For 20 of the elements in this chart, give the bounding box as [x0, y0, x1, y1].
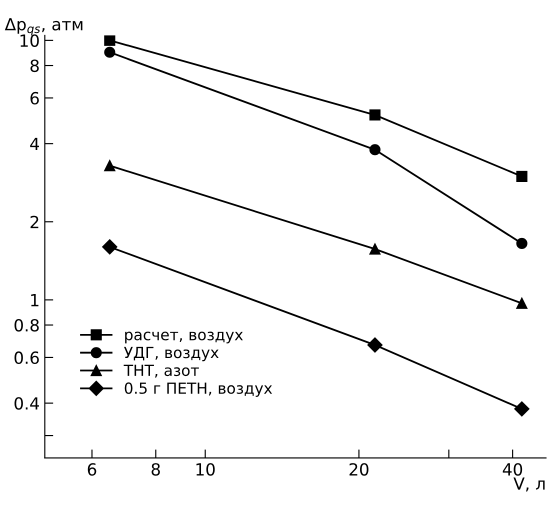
legend-label: УДГ, воздух: [124, 346, 219, 362]
x-tick-label: 10: [196, 463, 215, 476]
y-tick-label: 4: [30, 138, 40, 150]
legend-label: расчет, воздух: [125, 332, 243, 344]
x-tick-label: 20: [350, 463, 368, 476]
y-tick-label: 1: [31, 294, 38, 306]
y-tick-label: 0.4: [14, 397, 40, 410]
legend-label: 0.5 г ПЕТН, воздух: [124, 382, 272, 397]
x-tick-label: 8: [152, 463, 160, 476]
x-axis-title: V, л: [513, 477, 545, 492]
x-tick-label: 6: [88, 463, 96, 476]
x-tick-label: 40: [502, 463, 522, 476]
legend-label: ТНТ, азот: [124, 364, 199, 378]
y-tick-label: 10: [20, 34, 39, 47]
y-tick-label: 8: [30, 59, 39, 72]
y-tick-label: 2: [30, 216, 38, 228]
y-tick-label: 0.8: [14, 318, 39, 332]
y-tick-label: 0.6: [14, 351, 39, 364]
y-tick-label: 6: [30, 92, 39, 105]
y-axis-title: Δp$_{qs}$, атм: [4, 18, 82, 36]
